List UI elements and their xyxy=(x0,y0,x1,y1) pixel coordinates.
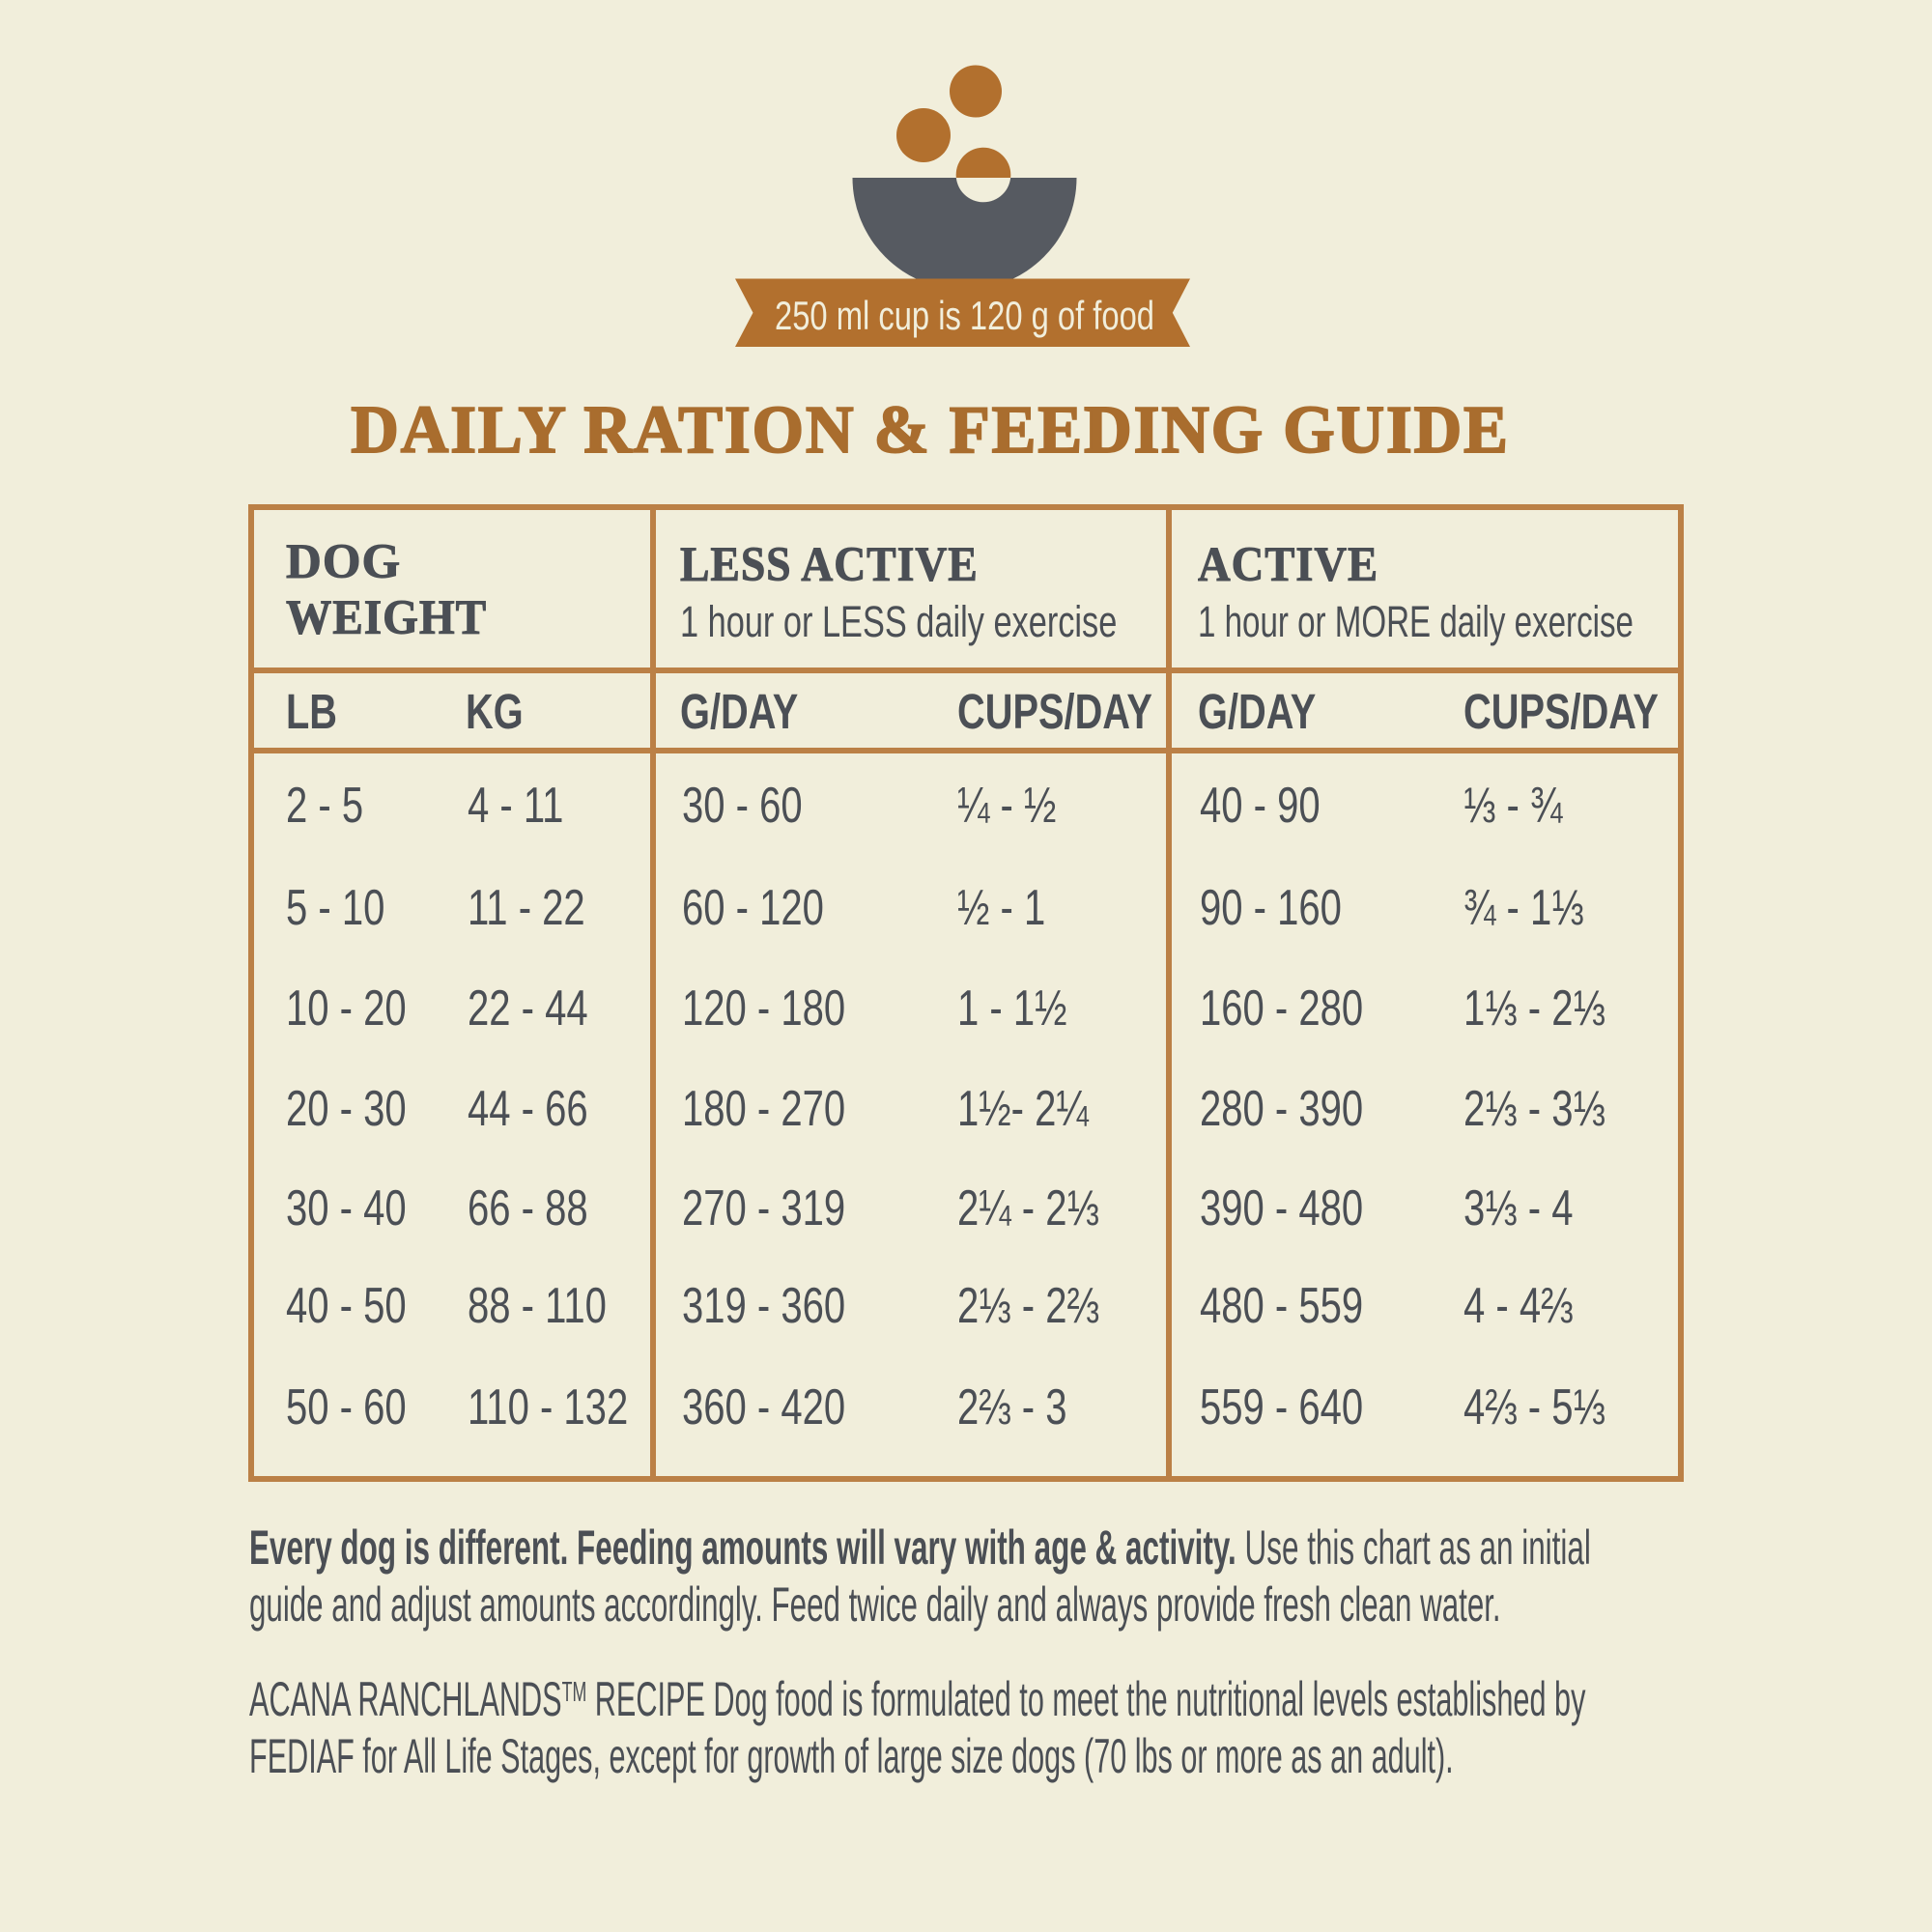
svg-text:250 ml cup is 120 g of food: 250 ml cup is 120 g of food xyxy=(775,293,1154,338)
